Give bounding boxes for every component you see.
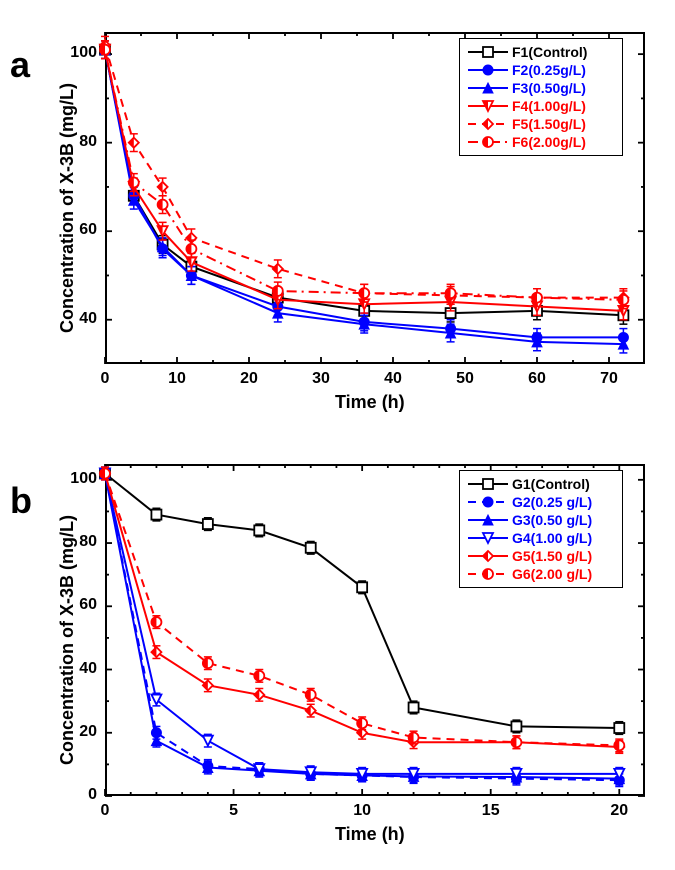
series-point-G1 — [511, 720, 521, 733]
xtick-label-b: 15 — [479, 802, 503, 820]
series-point-G1 — [254, 524, 264, 537]
legend-swatch-G5 — [468, 549, 508, 563]
ylabel-b: Concentration of X-3B (mg/L) — [57, 515, 78, 765]
legend-label-G2: G2(0.25 g/L) — [512, 494, 592, 510]
series-point-G6 — [254, 670, 264, 683]
ytick-label-b: 100 — [70, 470, 97, 488]
legend-b: G1(Control) G2(0.25 g/L) G3(0.50 g/L) G4(1.… — [459, 470, 623, 588]
series-point-G6 — [100, 467, 110, 480]
page: a b 010203040506070406080100Concentratio… — [0, 0, 675, 870]
legend-label-G5: G5(1.50 g/L) — [512, 548, 592, 564]
series-point-G1 — [409, 701, 419, 714]
series-point-G1 — [306, 541, 316, 554]
legend-item-G4: G4(1.00 g/L) — [468, 529, 614, 547]
series-point-G1 — [151, 508, 161, 521]
series-point-G4 — [203, 734, 213, 747]
series-point-G1 — [203, 518, 213, 531]
series-point-G6 — [357, 717, 367, 730]
chart-svg-b — [0, 0, 675, 870]
legend-item-G6: G6(2.00 g/L) — [468, 565, 614, 583]
series-point-G5 — [151, 646, 161, 659]
xlabel-b: Time (h) — [335, 824, 405, 845]
xtick-label-b: 10 — [350, 802, 374, 820]
legend-label-G3: G3(0.50 g/L) — [512, 512, 592, 528]
legend-label-G4: G4(1.00 g/L) — [512, 530, 592, 546]
legend-label-G1: G1(Control) — [512, 476, 590, 492]
series-point-G6 — [409, 731, 419, 744]
series-point-G5 — [254, 688, 264, 701]
legend-swatch-G6 — [468, 567, 508, 581]
series-point-G1 — [357, 581, 367, 594]
ytick-label-b: 80 — [79, 533, 97, 551]
legend-swatch-G2 — [468, 495, 508, 509]
series-point-G6 — [306, 688, 316, 701]
legend-label-G6: G6(2.00 g/L) — [512, 566, 592, 582]
xtick-label-b: 5 — [222, 802, 246, 820]
legend-item-G3: G3(0.50 g/L) — [468, 511, 614, 529]
series-point-G6 — [203, 657, 213, 670]
ytick-label-b: 0 — [88, 786, 97, 804]
ytick-label-b: 60 — [79, 596, 97, 614]
ytick-label-b: 20 — [79, 723, 97, 741]
legend-item-G5: G5(1.50 g/L) — [468, 547, 614, 565]
series-point-G5 — [203, 679, 213, 692]
chart-b: 0 5 10 15 20 0 20 40 60 80 100 Concentration of X-3… — [0, 0, 675, 870]
legend-swatch-G3 — [468, 513, 508, 527]
series-point-G1 — [614, 722, 624, 735]
series-point-G6 — [151, 616, 161, 629]
legend-item-G1: G1(Control) — [468, 475, 614, 493]
series-point-G6 — [614, 739, 624, 752]
legend-swatch-G1 — [468, 477, 508, 491]
series-point-G6 — [511, 736, 521, 749]
legend-item-G2: G2(0.25 g/L) — [468, 493, 614, 511]
xtick-label-b: 20 — [607, 802, 631, 820]
series-point-G5 — [306, 704, 316, 717]
ytick-label-b: 40 — [79, 660, 97, 678]
series-point-G4 — [151, 693, 161, 706]
xtick-label-b: 0 — [93, 802, 117, 820]
legend-swatch-G4 — [468, 531, 508, 545]
